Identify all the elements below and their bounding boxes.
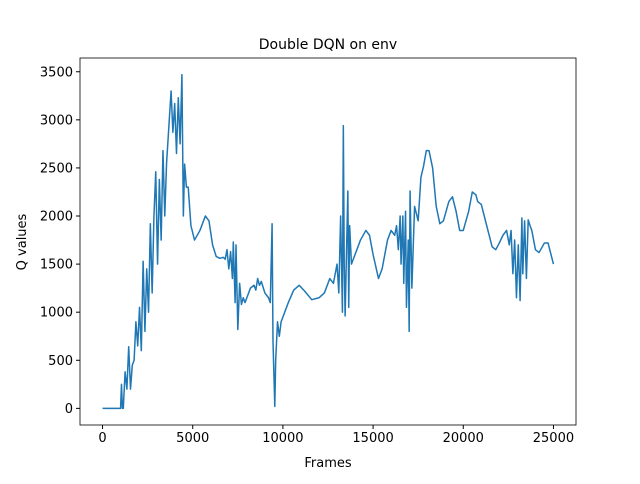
x-tick-label: 5000 xyxy=(176,431,209,446)
y-tick-label: 0 xyxy=(65,402,73,417)
y-tick-label: 3000 xyxy=(40,113,73,128)
x-tick-label: 25000 xyxy=(533,431,574,446)
x-tick-label: 10000 xyxy=(262,431,303,446)
y-tick-label: 1000 xyxy=(40,306,73,321)
x-axis-label: Frames xyxy=(304,456,352,471)
x-tick-label: 0 xyxy=(98,431,106,446)
x-tick-label: 15000 xyxy=(352,431,393,446)
y-axis-label: Q values xyxy=(15,213,30,270)
y-tick-label: 2500 xyxy=(40,161,73,176)
y-tick-label: 2000 xyxy=(40,210,73,225)
data-line xyxy=(102,73,555,410)
y-tick-label: 1500 xyxy=(40,258,73,273)
x-tick-label: 20000 xyxy=(443,431,484,446)
y-tick-label: 500 xyxy=(48,354,73,369)
y-tick-label: 3500 xyxy=(40,65,73,80)
axes-frame xyxy=(79,57,577,426)
chart-title: Double DQN on env xyxy=(259,37,397,53)
